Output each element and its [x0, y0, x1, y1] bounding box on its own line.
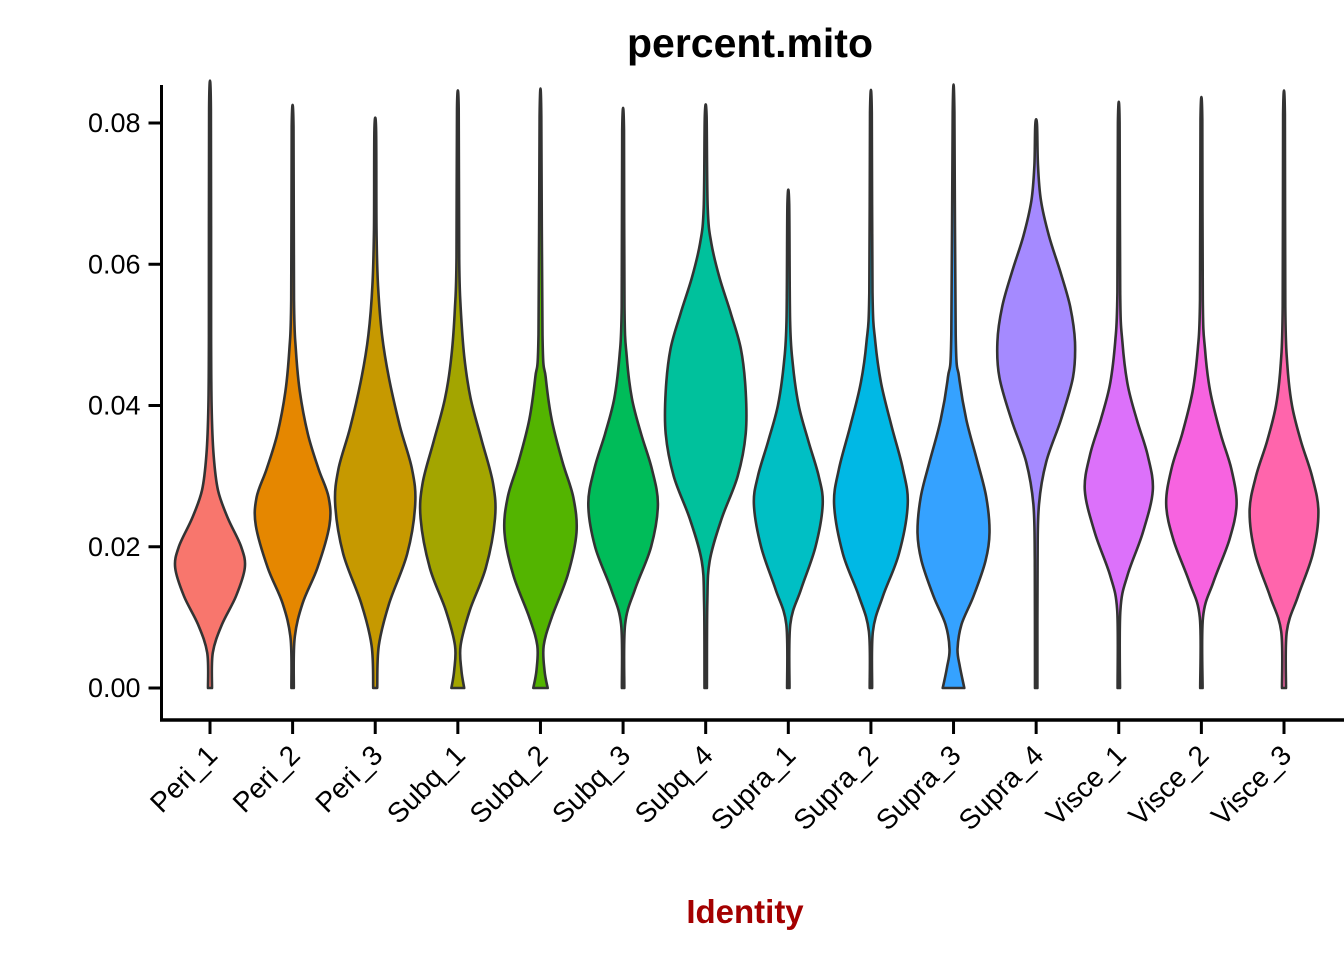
x-tick-label-subq_2: Subq_2 [464, 739, 554, 829]
x-tick-label-supra_2: Supra_2 [787, 739, 884, 836]
violin-supra_4 [995, 117, 1077, 690]
x-axis-ticks: Peri_1 Peri_2 Peri_3Subq_1Subq_2Subq_3Subq… [144, 721, 1297, 836]
violin-peri_1 [173, 79, 247, 690]
violin-subq_1 [418, 89, 497, 690]
x-tick-label-visce_3: Visce_3 [1205, 739, 1297, 831]
x-tick-label-peri_1: Peri_1 [144, 739, 223, 818]
y-tick-label: 0.04 [88, 391, 141, 421]
y-tick-label: 0.02 [88, 532, 141, 562]
violins-layer [173, 79, 1320, 690]
violin-peri_3 [333, 116, 417, 690]
violin-visce_1 [1083, 100, 1155, 690]
y-tick-label: 0.00 [88, 673, 141, 703]
violin-supra_3 [916, 83, 991, 690]
x-tick-label-subq_3: Subq_3 [546, 739, 636, 829]
x-tick-label-supra_1: Supra_1 [705, 739, 802, 836]
violin-subq_2 [502, 87, 579, 690]
x-tick-label-peri_3: Peri_3 [309, 739, 388, 818]
chart-title: percent.mito [627, 20, 873, 66]
violin-subq_3 [586, 106, 660, 690]
x-tick-label-visce_2: Visce_2 [1123, 739, 1215, 831]
x-tick-label-subq_1: Subq_1 [381, 739, 471, 829]
y-tick-label: 0.08 [88, 108, 141, 138]
violin-supra_2 [832, 88, 910, 690]
y-tick-label: 0.06 [88, 249, 141, 279]
violin-visce_3 [1248, 89, 1320, 690]
x-tick-label-supra_3: Supra_3 [870, 739, 967, 836]
y-axis-ticks: 0.00 0.02 0.04 0.06 0.08 [88, 108, 162, 703]
x-tick-label-peri_2: Peri_2 [227, 739, 306, 818]
violin-visce_2 [1164, 95, 1238, 690]
violin-supra_1 [752, 188, 825, 690]
violin-peri_2 [253, 103, 332, 690]
x-axis-title: Identity [686, 893, 804, 930]
violin-subq_4 [663, 103, 748, 690]
x-tick-label-supra_4: Supra_4 [953, 739, 1050, 836]
x-tick-label-visce_1: Visce_1 [1040, 739, 1132, 831]
